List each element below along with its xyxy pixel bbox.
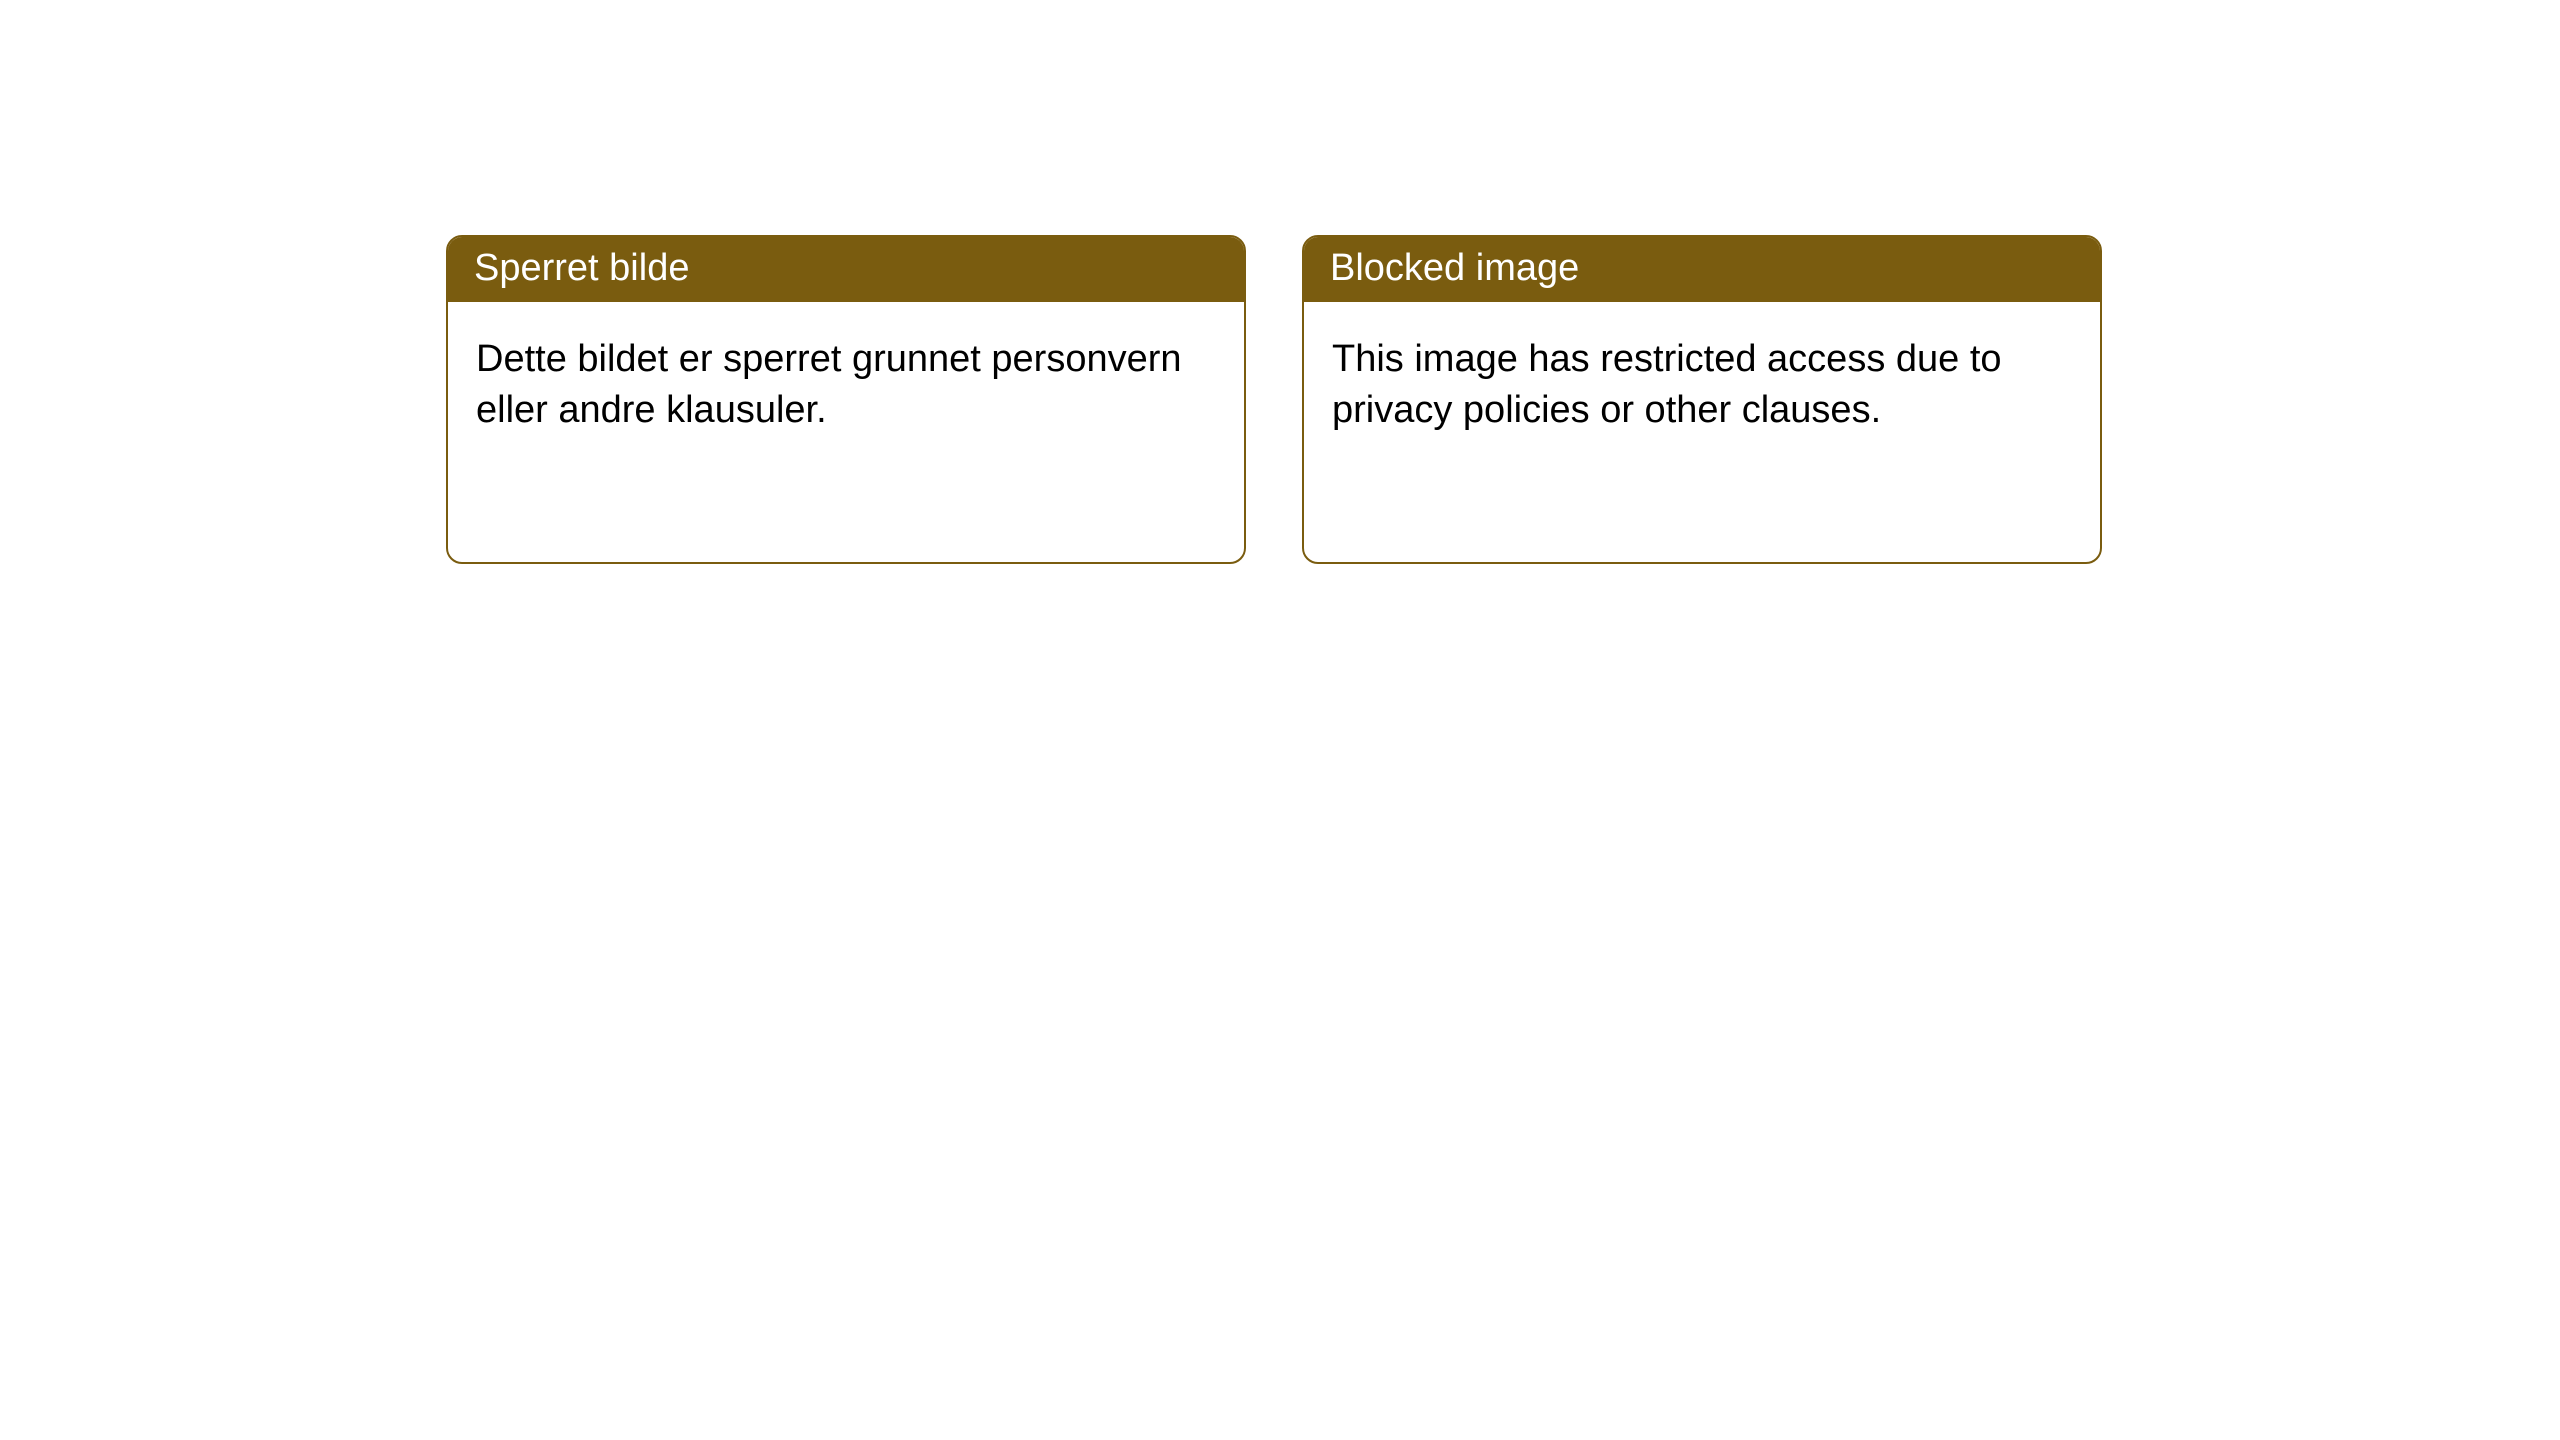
card-header-en: Blocked image bbox=[1304, 237, 2100, 302]
card-header-no: Sperret bilde bbox=[448, 237, 1244, 302]
blocked-image-card-en: Blocked image This image has restricted … bbox=[1302, 235, 2102, 564]
card-text-en: This image has restricted access due to … bbox=[1332, 338, 2002, 431]
blocked-image-card-no: Sperret bilde Dette bildet er sperret gr… bbox=[446, 235, 1246, 564]
card-title-en: Blocked image bbox=[1330, 247, 1579, 289]
card-body-en: This image has restricted access due to … bbox=[1304, 302, 2100, 562]
card-body-no: Dette bildet er sperret grunnet personve… bbox=[448, 302, 1244, 562]
notice-container: Sperret bilde Dette bildet er sperret gr… bbox=[446, 235, 2102, 564]
card-text-no: Dette bildet er sperret grunnet personve… bbox=[476, 338, 1182, 431]
card-title-no: Sperret bilde bbox=[474, 247, 689, 289]
